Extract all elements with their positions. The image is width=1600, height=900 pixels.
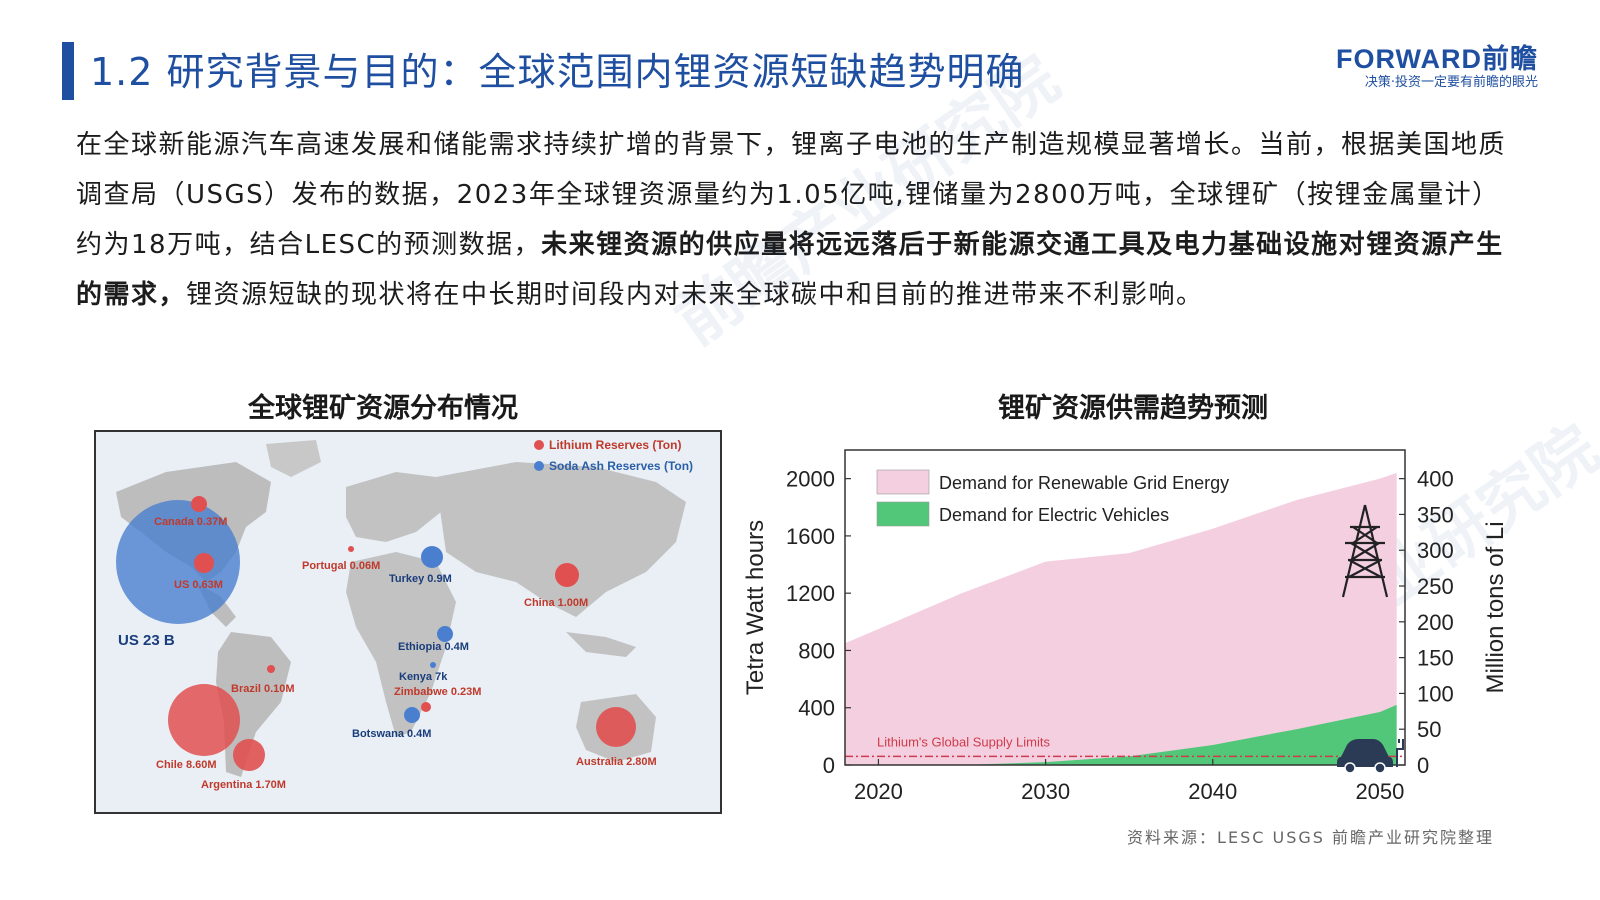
plot-frame: [844, 449, 1406, 766]
point-botswana: [404, 707, 420, 723]
xtick-label: 2040: [1188, 779, 1237, 804]
logo-slogan: 决策·投资一定要有前瞻的眼光: [1364, 75, 1538, 90]
greenland-shape: [266, 440, 321, 477]
ytick-label: 0: [823, 753, 835, 778]
source-note: 资料来源：LESC USGS 前瞻产业研究院整理: [1127, 828, 1494, 847]
legend-swatch-0: [876, 469, 930, 495]
europe-shape: [346, 472, 441, 542]
point-chile: [168, 684, 240, 756]
area-series-1: [845, 704, 1397, 765]
supply-demand-chart: Lithium's Global Supply Limits 0 400 800 120…: [742, 430, 1535, 830]
y2tick-label: 400: [1417, 467, 1454, 492]
legend-lithium-label: Lithium Reserves (Ton): [549, 438, 681, 452]
label-botswana: Botswana 0.4M: [352, 728, 431, 740]
label-kenya: Kenya 7k: [399, 671, 448, 683]
xtick-label: 2020: [854, 779, 903, 804]
ytick-label: 400: [798, 696, 835, 721]
chart-title: 锂矿资源供需趋势预测: [998, 393, 1268, 424]
electric-car-icon: [1337, 739, 1404, 774]
lithium-map-figure: Lithium Reserves (Ton) Soda Ash Reserves…: [94, 430, 722, 814]
intro-paragraph: 在全球新能源汽车高速发展和储能需求持续扩增的背景下，锂离子电池的生产制造规模显著…: [76, 120, 1526, 320]
legend-label-0: Demand for Renewable Grid Energy: [939, 473, 1229, 493]
y2tick-label: 50: [1417, 717, 1441, 742]
legend-swatch-1: [876, 501, 930, 527]
ytick-label: 800: [798, 638, 835, 663]
point-brazil: [267, 665, 275, 673]
logo-main: FORWARD前瞻: [1336, 44, 1538, 74]
point-ethiopia: [437, 626, 453, 642]
label-canada: Canada 0.37M: [154, 516, 227, 528]
legend-label-1: Demand for Electric Vehicles: [939, 505, 1169, 525]
point-argentina: [233, 739, 265, 771]
label-turkey: Turkey 0.9M: [389, 573, 452, 585]
map-title: 全球锂矿资源分布情况: [248, 393, 518, 424]
y-axis-label: Tetra Watt hours: [745, 520, 769, 695]
y2tick-label: 250: [1417, 574, 1454, 599]
ytick-label: 2000: [786, 467, 835, 492]
title-accent-bar: [62, 42, 74, 100]
y2tick-label: 350: [1417, 502, 1454, 527]
y2tick-label: 300: [1417, 538, 1454, 563]
area-series-0: [845, 472, 1397, 765]
label-brazil: Brazil 0.10M: [231, 683, 295, 695]
point-canada: [191, 496, 207, 512]
power-tower-icon: [1341, 504, 1389, 598]
supply-limit-label: Lithium's Global Supply Limits: [877, 734, 1050, 749]
intro-part-1: 在全球新能源汽车高速发展和储能需求持续扩增的背景下，锂离子电池的生产制造规模显著…: [76, 130, 1507, 260]
xtick-label: 2050: [1355, 779, 1404, 804]
label-argentina: Argentina 1.70M: [201, 779, 286, 791]
point-china: [555, 563, 579, 587]
intro-part-2: 锂资源短缺的现状将在中长期时间段内对未来全球碳中和目前的推进带来不利影响。: [186, 280, 1204, 310]
page-title: 1.2 研究背景与目的：全球范围内锂资源短缺趋势明确: [90, 50, 1025, 94]
africa-shape: [346, 552, 456, 737]
xtick-label: 2030: [1021, 779, 1070, 804]
y2-axis-label: Million tons of Li: [1482, 521, 1509, 693]
point-australia: [596, 707, 636, 747]
label-chile: Chile 8.60M: [156, 759, 217, 771]
y2tick-label: 200: [1417, 610, 1454, 635]
label-portugal: Portugal 0.06M: [302, 560, 380, 572]
y2tick-label: 150: [1417, 646, 1454, 671]
legend-soda-label: Soda Ash Reserves (Ton): [549, 459, 693, 473]
point-turkey: [421, 546, 443, 568]
world-map: Lithium Reserves (Ton) Soda Ash Reserves…: [116, 438, 693, 791]
y2tick-label: 100: [1417, 681, 1454, 706]
label-ethiopia: Ethiopia 0.4M: [398, 641, 469, 653]
label-us: US 0.63M: [174, 579, 223, 591]
label-china: China 1.00M: [524, 597, 588, 609]
point-us: [194, 553, 214, 573]
y2tick-label: 0: [1417, 753, 1429, 778]
legend-lithium-marker: [534, 440, 544, 450]
ytick-label: 1600: [786, 524, 835, 549]
intro-bold-highlight: 未来锂资源的供应量将远远落后于新能源交通工具及电力基础设施对锂资源产生的需求，: [76, 230, 1504, 310]
point-kenya: [430, 662, 436, 668]
point-zimbabwe: [421, 702, 431, 712]
ytick-label: 1200: [786, 581, 835, 606]
asia-shape: [436, 462, 686, 617]
legend-soda-marker: [534, 461, 544, 471]
label-zimbabwe: Zimbabwe 0.23M: [394, 686, 481, 698]
us-soda-label: US 23 B: [118, 632, 175, 649]
logo: FORWARD前瞻 决策·投资一定要有前瞻的眼光: [1336, 44, 1538, 92]
point-portugal: [348, 546, 354, 552]
indonesia-shape: [566, 632, 636, 657]
chart-svg: Lithium's Global Supply Limits 0 400 800 120…: [742, 449, 1509, 804]
label-australia: Australia 2.80M: [576, 756, 657, 768]
us-soda-bubble: [116, 500, 240, 624]
